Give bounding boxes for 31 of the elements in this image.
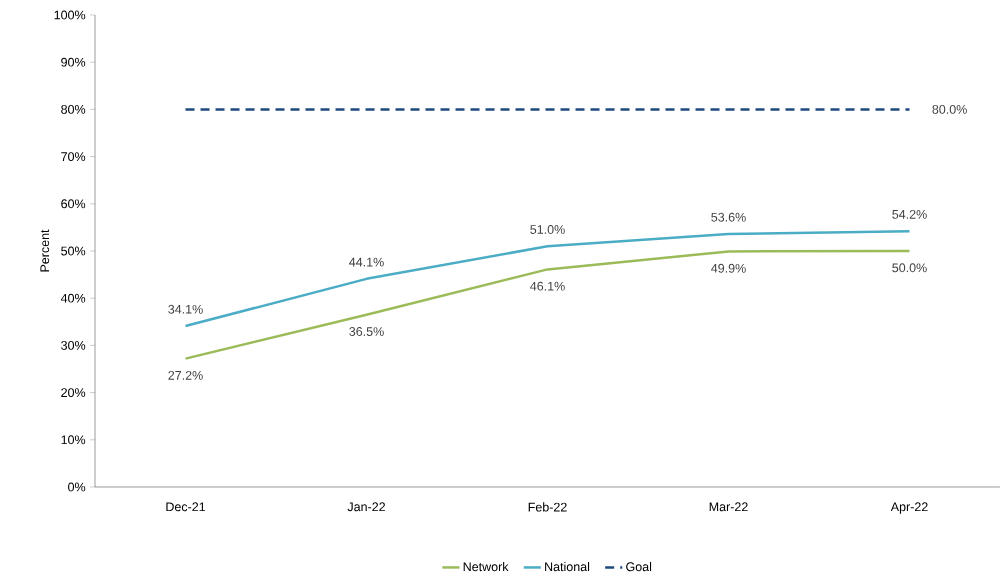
data-label: 46.1% xyxy=(530,281,565,291)
y-tick-label: 50% xyxy=(61,246,86,256)
data-label: 50.0% xyxy=(892,263,927,273)
y-tick-label: 10% xyxy=(61,435,86,445)
y-tick-label: 30% xyxy=(61,340,86,350)
y-tick-label: 0% xyxy=(68,482,86,492)
data-label: 27.2% xyxy=(168,370,203,380)
x-tick-label: Dec-21 xyxy=(166,502,206,512)
y-tick-label: 40% xyxy=(60,293,86,303)
y-tick-label: 20% xyxy=(61,388,86,398)
legend-label: Goal xyxy=(626,561,652,572)
x-tick-label: Feb-22 xyxy=(528,502,567,512)
data-label: 49.9% xyxy=(711,263,746,273)
y-tick-label: 100% xyxy=(54,10,86,20)
data-label: 54.2% xyxy=(892,209,927,219)
data-label: 53.6% xyxy=(711,212,746,222)
y-tick-label: 80% xyxy=(61,104,86,114)
y-tick-label: 70% xyxy=(61,152,86,162)
data-label: 44.1% xyxy=(349,257,384,267)
data-label: 80.0% xyxy=(932,104,967,114)
x-tick-label: Jan-22 xyxy=(347,502,385,512)
data-label: 36.5% xyxy=(349,327,384,336)
legend-label: National xyxy=(545,561,590,572)
y-tick-label: 90% xyxy=(61,57,86,67)
x-tick-label: Apr-22 xyxy=(890,502,928,514)
y-axis-title: Percent xyxy=(40,229,50,272)
x-tick-label: Mar-22 xyxy=(709,502,748,512)
legend-label: Network xyxy=(463,561,509,572)
data-label: 34.1% xyxy=(168,304,203,314)
y-tick-label: 60% xyxy=(61,199,86,209)
data-label: 51.0% xyxy=(530,225,565,234)
